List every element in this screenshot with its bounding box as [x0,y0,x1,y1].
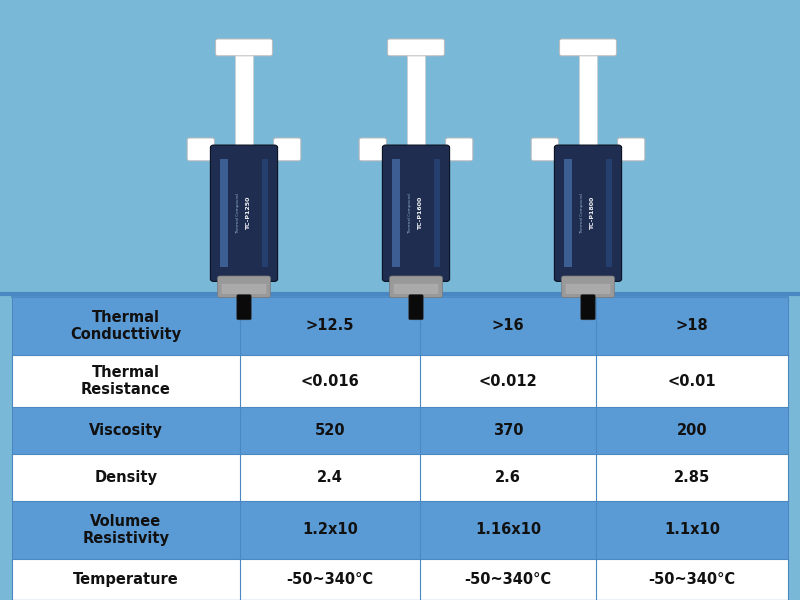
Text: TC-P1250: TC-P1250 [246,197,251,230]
Text: 200: 200 [677,423,707,438]
Bar [564,160,572,267]
FancyBboxPatch shape [560,39,616,56]
Bar [434,160,440,267]
Bar [392,160,400,267]
Text: 2.6: 2.6 [495,470,521,485]
Text: TC-P1600: TC-P1600 [418,197,423,230]
FancyBboxPatch shape [562,276,614,298]
Bar [12,407,788,454]
Text: TC-P1800: TC-P1800 [590,197,595,230]
Text: -50~340°C: -50~340°C [465,572,551,587]
Text: -50~340°C: -50~340°C [649,572,735,587]
Text: 1.1x10: 1.1x10 [664,522,720,537]
Bar [407,54,425,156]
Text: >12.5: >12.5 [306,319,354,334]
FancyBboxPatch shape [531,138,558,161]
Text: Thermal
Resistance: Thermal Resistance [81,365,171,397]
Text: 520: 520 [314,423,346,438]
Text: Thermal Compound: Thermal Compound [579,193,584,233]
Text: 1.16x10: 1.16x10 [475,522,541,537]
Text: 370: 370 [493,423,523,438]
Text: <0.01: <0.01 [668,374,716,389]
Text: -50~340°C: -50~340°C [286,572,374,587]
FancyBboxPatch shape [218,276,270,298]
Bar [606,160,612,267]
Text: Thermal Compound: Thermal Compound [235,193,240,233]
Bar [235,54,253,156]
Text: 1.2x10: 1.2x10 [302,522,358,537]
Text: Volumee
Resistivity: Volumee Resistivity [82,514,170,546]
FancyBboxPatch shape [222,284,266,294]
FancyBboxPatch shape [274,138,301,161]
FancyBboxPatch shape [554,145,622,281]
FancyBboxPatch shape [187,138,214,161]
Bar [262,160,268,267]
Bar [220,160,228,267]
FancyBboxPatch shape [446,138,473,161]
Text: Temperature: Temperature [73,572,179,587]
FancyBboxPatch shape [215,39,272,56]
Text: <0.012: <0.012 [478,374,538,389]
FancyBboxPatch shape [394,284,438,294]
Text: <0.016: <0.016 [301,374,359,389]
FancyBboxPatch shape [581,295,595,320]
FancyBboxPatch shape [618,138,645,161]
FancyBboxPatch shape [566,284,610,294]
Text: 2.4: 2.4 [317,470,343,485]
FancyBboxPatch shape [382,145,450,281]
FancyBboxPatch shape [359,138,386,161]
Bar [12,559,788,600]
FancyBboxPatch shape [237,295,251,320]
Bar [579,54,597,156]
Bar [12,454,788,501]
Text: Thermal Compound: Thermal Compound [408,193,412,233]
Bar [12,355,788,407]
FancyBboxPatch shape [210,145,278,281]
Text: 2.85: 2.85 [674,470,710,485]
Text: Viscosity: Viscosity [89,423,163,438]
Text: >18: >18 [676,319,708,334]
Bar [12,297,788,355]
FancyBboxPatch shape [388,39,445,56]
Text: >16: >16 [492,319,524,334]
Bar [12,501,788,559]
Text: Density: Density [94,470,158,485]
Text: Thermal
Conducttivity: Thermal Conducttivity [70,310,182,342]
FancyBboxPatch shape [390,276,442,298]
FancyBboxPatch shape [409,295,423,320]
